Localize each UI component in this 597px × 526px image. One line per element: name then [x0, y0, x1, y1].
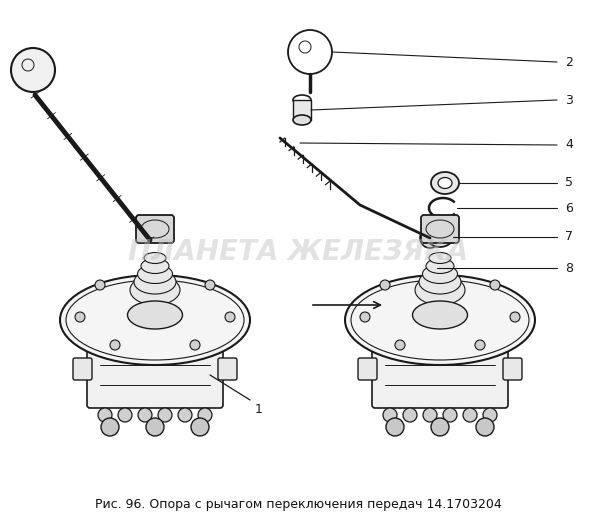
Circle shape: [490, 280, 500, 290]
Ellipse shape: [423, 265, 457, 284]
Text: 6: 6: [565, 201, 573, 215]
Text: 4: 4: [565, 138, 573, 151]
Circle shape: [427, 263, 437, 273]
Text: 3: 3: [565, 94, 573, 106]
Ellipse shape: [413, 301, 467, 329]
Ellipse shape: [128, 301, 183, 329]
Circle shape: [138, 408, 152, 422]
Text: 8: 8: [565, 261, 573, 275]
Text: ПЛАНЕТА ЖЕЛЕЗЯКА: ПЛАНЕТА ЖЕЛЕЗЯКА: [128, 238, 469, 267]
Circle shape: [476, 418, 494, 436]
Ellipse shape: [431, 172, 459, 194]
Circle shape: [101, 418, 119, 436]
Circle shape: [98, 408, 112, 422]
FancyBboxPatch shape: [358, 358, 377, 380]
Circle shape: [95, 280, 105, 290]
Ellipse shape: [144, 252, 166, 264]
Text: 1: 1: [255, 403, 263, 416]
Ellipse shape: [141, 258, 169, 274]
FancyBboxPatch shape: [218, 358, 237, 380]
Circle shape: [158, 408, 172, 422]
FancyBboxPatch shape: [503, 358, 522, 380]
Circle shape: [475, 340, 485, 350]
Ellipse shape: [429, 252, 451, 264]
FancyBboxPatch shape: [421, 215, 459, 243]
Circle shape: [75, 312, 85, 322]
FancyBboxPatch shape: [136, 215, 174, 243]
Ellipse shape: [134, 270, 176, 294]
Circle shape: [191, 418, 209, 436]
FancyBboxPatch shape: [87, 347, 223, 408]
Ellipse shape: [130, 275, 180, 305]
Circle shape: [395, 340, 405, 350]
Circle shape: [225, 312, 235, 322]
Circle shape: [360, 312, 370, 322]
Bar: [293, 100, 311, 120]
Circle shape: [383, 408, 397, 422]
Ellipse shape: [419, 270, 461, 294]
Circle shape: [190, 340, 200, 350]
Circle shape: [423, 408, 437, 422]
Ellipse shape: [415, 275, 465, 305]
Circle shape: [403, 408, 417, 422]
Text: Рис. 96. Опора с рычагом переключения передач 14.1703204: Рис. 96. Опора с рычагом переключения пе…: [95, 498, 502, 511]
Circle shape: [205, 280, 215, 290]
FancyBboxPatch shape: [372, 347, 508, 408]
Ellipse shape: [345, 275, 535, 365]
Text: 2: 2: [565, 56, 573, 68]
Circle shape: [483, 408, 497, 422]
Circle shape: [380, 280, 390, 290]
Circle shape: [443, 408, 457, 422]
Circle shape: [431, 418, 449, 436]
Circle shape: [118, 408, 132, 422]
Circle shape: [198, 408, 212, 422]
Ellipse shape: [427, 227, 453, 247]
Circle shape: [178, 408, 192, 422]
Ellipse shape: [433, 232, 447, 242]
Ellipse shape: [60, 275, 250, 365]
Circle shape: [420, 228, 440, 248]
Circle shape: [386, 418, 404, 436]
Circle shape: [146, 418, 164, 436]
Circle shape: [510, 312, 520, 322]
Ellipse shape: [137, 265, 173, 284]
Ellipse shape: [293, 115, 311, 125]
Circle shape: [110, 340, 120, 350]
Text: 5: 5: [565, 177, 573, 189]
Circle shape: [463, 408, 477, 422]
Ellipse shape: [438, 177, 452, 188]
Text: 7: 7: [565, 230, 573, 244]
Circle shape: [11, 48, 55, 92]
Ellipse shape: [426, 258, 454, 274]
FancyBboxPatch shape: [73, 358, 92, 380]
